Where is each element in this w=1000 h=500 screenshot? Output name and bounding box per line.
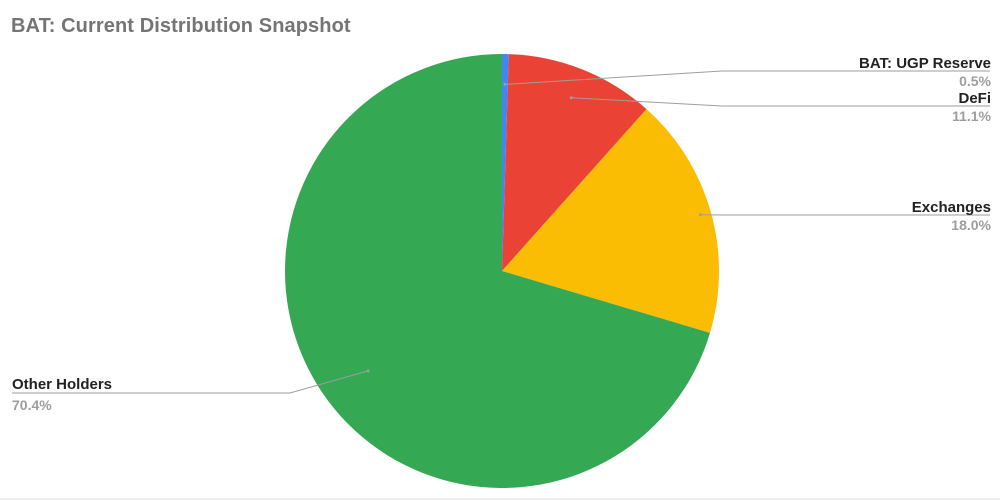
- leader-dot-bat-ugp-reserve: [503, 82, 507, 86]
- slice-label-exchanges: Exchanges: [912, 199, 991, 216]
- slice-label-other-holders: Other Holders: [12, 376, 112, 393]
- pie-slice-bat-ugp-reserve: [502, 54, 509, 271]
- pie-slices: [285, 54, 719, 488]
- leader-line-defi: [571, 97, 990, 107]
- slice-label-bat-ugp-reserve: BAT: UGP Reserve: [859, 55, 991, 72]
- leader-dot-other-holders: [366, 369, 370, 373]
- slice-value-exchanges: 18.0%: [951, 217, 991, 233]
- slice-value-other-holders: 70.4%: [12, 397, 52, 413]
- leader-line-bat-ugp-reserve: [504, 70, 990, 85]
- leader-line-other-holders: [12, 370, 369, 394]
- pie-slice-defi: [502, 54, 647, 272]
- leader-dot-exchanges: [698, 213, 702, 217]
- pie-slice-exchanges: [502, 109, 719, 333]
- slice-value-bat-ugp-reserve: 0.5%: [959, 73, 991, 89]
- slice-value-defi: 11.1%: [952, 108, 991, 124]
- pie-slice-other-holders: [285, 54, 710, 488]
- slice-label-defi: DeFi: [958, 90, 991, 107]
- leader-dot-defi: [569, 96, 573, 100]
- chart-title: BAT: Current Distribution Snapshot: [11, 15, 351, 37]
